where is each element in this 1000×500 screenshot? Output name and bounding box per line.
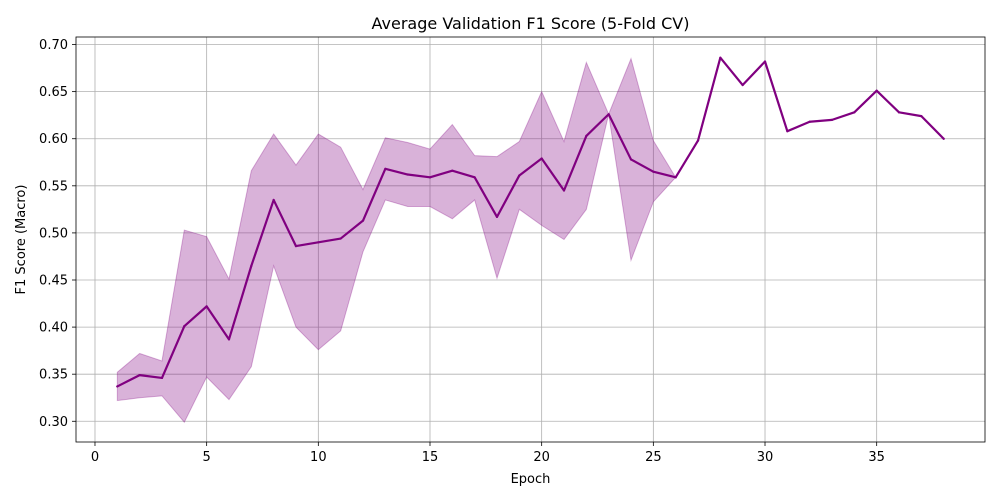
series-point [361, 219, 365, 222]
series-point [942, 137, 945, 140]
series-point [629, 158, 633, 161]
x-tick-label: 35 [868, 450, 885, 465]
x-tick-label: 30 [757, 450, 774, 465]
confidence-band [116, 56, 945, 424]
series-point [897, 111, 901, 114]
y-tick-label: 0.50 [39, 226, 68, 241]
series-point [674, 176, 677, 179]
x-tick-label: 20 [533, 450, 550, 465]
y-tick-label: 0.65 [39, 85, 68, 100]
y-tick-label: 0.45 [39, 274, 68, 289]
series-point [696, 139, 700, 142]
series-point [384, 167, 387, 170]
y-tick-label: 0.40 [39, 321, 68, 336]
series-line [116, 56, 945, 388]
x-axis-label: Epoch [511, 472, 551, 487]
series-point [294, 244, 298, 248]
tick-layer: 0 5 10 15 20 25 30 35 0.30 0.35 0.40 0.45 0.50 0.55 0.… [39, 38, 885, 465]
series-point [585, 134, 588, 137]
x-tick-label: 5 [203, 450, 211, 465]
series-point [763, 60, 767, 63]
series-point [518, 174, 521, 177]
line-layer [116, 56, 945, 388]
series-point [205, 305, 208, 308]
series-point [808, 120, 811, 123]
series-point [920, 115, 923, 118]
series-point [160, 376, 164, 380]
series-point [786, 130, 789, 133]
y-axis-label: F1 Score (Macro) [14, 185, 29, 295]
series-point [183, 325, 186, 328]
series-point [495, 215, 499, 218]
y-tick-label: 0.60 [39, 132, 68, 147]
x-tick-label: 25 [645, 450, 662, 465]
grid-layer [76, 37, 985, 442]
series-point [451, 169, 454, 172]
series-point [116, 385, 119, 388]
y-tick-label: 0.35 [39, 368, 68, 383]
x-tick-label: 0 [91, 450, 99, 465]
x-tick-label: 10 [310, 450, 327, 465]
series-point [741, 83, 744, 87]
series-point [562, 189, 566, 192]
series-point [317, 241, 320, 244]
series-point [473, 176, 476, 179]
series-point [250, 264, 253, 267]
series-point [227, 338, 231, 341]
series-point [875, 89, 878, 92]
series-point [406, 173, 409, 176]
series-point [719, 56, 722, 59]
series-point [830, 118, 834, 121]
series-point [607, 113, 610, 116]
series-point [138, 374, 141, 377]
series-point [853, 111, 856, 114]
series-point [652, 170, 655, 173]
plot-frame [75, 36, 986, 443]
y-tick-label: 0.55 [39, 179, 68, 194]
y-tick-label: 0.30 [39, 415, 68, 430]
series-point [428, 176, 432, 179]
y-tick-label: 0.70 [39, 38, 68, 53]
series-point [272, 198, 275, 202]
series-point [540, 157, 543, 160]
band-layer [116, 56, 945, 424]
series-point [339, 237, 342, 240]
x-tick-label: 15 [422, 450, 439, 465]
chart-title: Average Validation F1 Score (5-Fold CV) [372, 14, 690, 33]
